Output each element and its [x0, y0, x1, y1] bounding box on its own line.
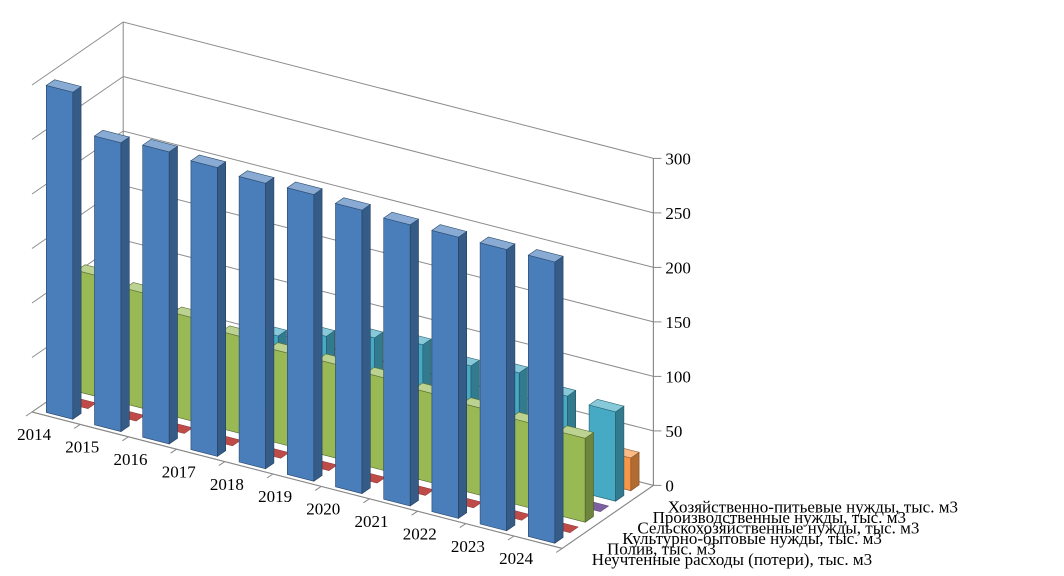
bar — [190, 154, 227, 457]
bar — [93, 129, 131, 433]
bar-front — [335, 203, 363, 494]
bar-side — [554, 255, 564, 544]
category-label: 2016 — [114, 450, 148, 469]
bar-top — [431, 224, 468, 238]
value-tick-label: 250 — [665, 204, 691, 223]
bar-side — [120, 136, 130, 433]
bar-side — [458, 230, 468, 519]
bar-top — [479, 236, 516, 250]
bar-side — [615, 405, 625, 502]
series-label: Культурно-бытовые нужды, тыс. м3 — [622, 529, 882, 548]
bar-top — [286, 181, 323, 195]
bar — [557, 425, 595, 523]
bar-side — [72, 85, 82, 420]
bar-front — [94, 135, 122, 432]
bar-top — [93, 129, 131, 144]
bar-front — [527, 254, 556, 544]
category-tick — [411, 510, 418, 516]
category-tick — [314, 485, 322, 491]
bar-side — [409, 218, 419, 507]
bar-top — [588, 398, 625, 413]
bar-side — [506, 243, 516, 532]
bar-front — [286, 187, 315, 482]
bar — [141, 138, 179, 445]
value-tick-label: 50 — [665, 422, 682, 441]
value-tick-label: 150 — [665, 313, 691, 332]
bar-top — [141, 138, 179, 153]
category-tick — [218, 461, 226, 467]
category-tick — [555, 547, 563, 553]
bar-top — [557, 425, 595, 439]
bar-side — [313, 188, 323, 482]
series-axis — [561, 484, 654, 549]
bar — [382, 211, 420, 507]
category-tick — [363, 498, 370, 504]
category-label: 2015 — [65, 438, 99, 457]
series-label: Хозяйственно-питьевые нужды, тыс. м3 — [668, 498, 958, 517]
category-tick — [122, 436, 129, 442]
bar-front — [431, 230, 459, 519]
category-label: 2017 — [162, 462, 197, 481]
bars-layer — [45, 79, 640, 544]
bar — [527, 249, 564, 544]
value-tick-label: 100 — [665, 367, 691, 386]
category-label: 2019 — [258, 487, 292, 506]
bar-side — [217, 161, 226, 457]
bar — [334, 197, 372, 495]
category-label: 2014 — [17, 425, 52, 444]
bar — [431, 224, 468, 519]
bar-front — [45, 85, 74, 420]
labels-layer: 0 50 100 150 200 250 300 2014 2015 2016 2017 2018 20… — [17, 149, 958, 569]
category-tick — [73, 423, 81, 429]
bar-front — [479, 242, 507, 532]
bar-top — [527, 249, 564, 263]
series-label: Полив, тыс. м3 — [607, 540, 716, 559]
bar-side — [630, 451, 640, 492]
series-label: Производственные нужды, тыс. м3 — [653, 508, 906, 527]
bar-top — [238, 170, 275, 184]
series-label: Неучтенные расходы (потери), тыс. м3 — [592, 550, 872, 569]
bar — [238, 170, 275, 470]
bar-side — [361, 203, 371, 495]
bar-front — [142, 144, 170, 445]
category-axis — [31, 411, 563, 549]
value-tick-label: 200 — [665, 258, 691, 277]
value-tick-label: 0 — [665, 476, 674, 495]
category-label: 2021 — [355, 512, 389, 531]
category-label: 2022 — [403, 524, 437, 543]
category-tick — [25, 411, 33, 417]
bar-side — [584, 431, 594, 523]
bar-front — [190, 160, 218, 457]
bar-top — [382, 211, 420, 226]
series-label: Сельскохозяйственные нужды, тыс. м3 — [637, 519, 919, 538]
category-label: 2018 — [210, 475, 244, 494]
bar-top — [190, 154, 227, 168]
category-tick — [266, 473, 274, 479]
bar-top — [45, 79, 82, 93]
bar — [588, 398, 625, 502]
bar-top — [334, 197, 372, 211]
category-tick — [459, 523, 467, 529]
bar — [45, 79, 82, 420]
value-tick-label: 300 — [665, 149, 691, 168]
category-tick — [170, 448, 177, 454]
bar — [286, 181, 323, 482]
bar-front — [238, 176, 266, 470]
category-label: 2020 — [306, 500, 340, 519]
bar-side — [265, 176, 275, 470]
bar-side — [168, 145, 178, 445]
category-label: 2024 — [499, 549, 534, 568]
bar — [479, 236, 516, 532]
bar-front — [383, 217, 411, 507]
category-label: 2023 — [451, 537, 485, 556]
category-tick — [507, 535, 515, 541]
